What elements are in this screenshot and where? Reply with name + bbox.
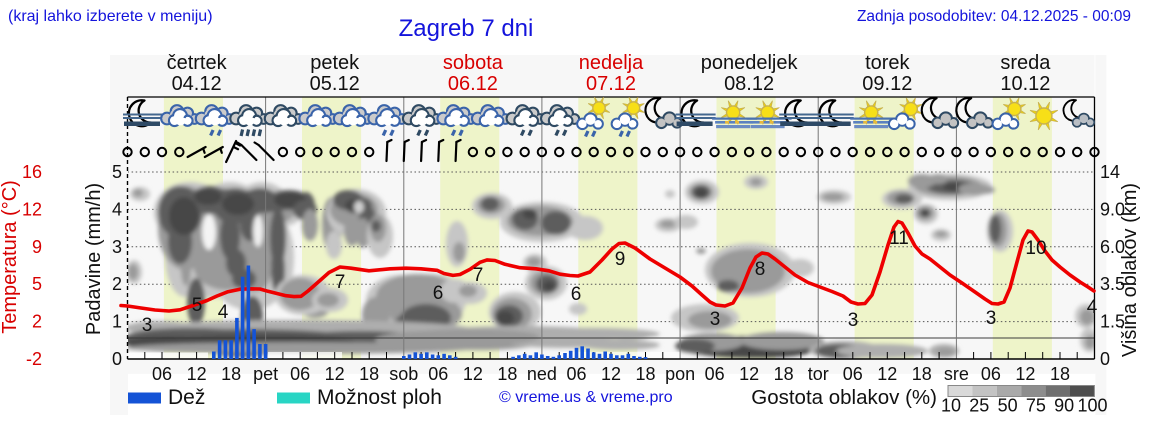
svg-text:2: 2 — [32, 312, 42, 332]
svg-text:06.12: 06.12 — [448, 73, 498, 95]
svg-text:50: 50 — [998, 396, 1018, 416]
svg-text:12: 12 — [22, 199, 42, 219]
svg-text:07.12: 07.12 — [586, 73, 636, 95]
svg-text:12: 12 — [739, 364, 759, 384]
svg-text:Gostota oblakov (%): Gostota oblakov (%) — [751, 386, 937, 409]
svg-text:2: 2 — [112, 274, 122, 294]
svg-text:06: 06 — [981, 364, 1001, 384]
svg-text:25: 25 — [969, 396, 989, 416]
svg-text:10.12: 10.12 — [1000, 73, 1050, 95]
svg-text:sob: sob — [389, 364, 418, 384]
svg-text:3: 3 — [142, 315, 153, 336]
svg-text:5: 5 — [112, 162, 122, 182]
svg-text:7: 7 — [335, 272, 346, 293]
svg-text:0: 0 — [1100, 349, 1110, 369]
svg-text:6.0: 6.0 — [1100, 237, 1125, 257]
svg-text:3.5: 3.5 — [1100, 274, 1125, 294]
svg-text:05.12: 05.12 — [310, 73, 360, 95]
svg-text:06: 06 — [843, 364, 863, 384]
svg-text:12: 12 — [877, 364, 897, 384]
svg-text:10: 10 — [1025, 238, 1046, 259]
svg-text:04.12: 04.12 — [172, 73, 222, 95]
svg-text:9: 9 — [615, 249, 626, 270]
svg-text:Zagreb 7 dni: Zagreb 7 dni — [399, 15, 534, 42]
svg-text:4: 4 — [1087, 297, 1098, 318]
svg-text:3: 3 — [986, 308, 997, 329]
svg-text:1.5: 1.5 — [1100, 312, 1125, 332]
svg-text:8: 8 — [755, 259, 766, 280]
svg-text:9.0: 9.0 — [1100, 199, 1125, 219]
svg-text:torek: torek — [865, 52, 910, 74]
svg-text:09.12: 09.12 — [862, 73, 912, 95]
svg-text:18: 18 — [774, 364, 794, 384]
svg-text:18: 18 — [1050, 364, 1070, 384]
svg-text:18: 18 — [359, 364, 379, 384]
svg-text:12: 12 — [1015, 364, 1035, 384]
svg-text:7: 7 — [473, 265, 484, 286]
svg-text:četrtek: četrtek — [167, 52, 228, 74]
svg-text:06: 06 — [705, 364, 725, 384]
svg-text:12: 12 — [325, 364, 345, 384]
svg-text:nedelja: nedelja — [579, 52, 644, 74]
svg-text:Padavine (mm/h): Padavine (mm/h) — [83, 183, 105, 335]
svg-text:18: 18 — [497, 364, 517, 384]
svg-text:sre: sre — [944, 364, 969, 384]
svg-text:3: 3 — [112, 237, 122, 257]
svg-text:06: 06 — [290, 364, 310, 384]
svg-text:100: 100 — [1077, 396, 1107, 416]
svg-text:pon: pon — [665, 364, 695, 384]
svg-text:sreda: sreda — [1000, 52, 1051, 74]
svg-text:tor: tor — [808, 364, 829, 384]
svg-text:14: 14 — [1100, 162, 1120, 182]
svg-text:sobota: sobota — [443, 52, 504, 74]
svg-text:9: 9 — [32, 237, 42, 257]
svg-text:12: 12 — [601, 364, 621, 384]
svg-text:0: 0 — [112, 349, 122, 369]
svg-text:© vreme.us & vreme.pro: © vreme.us & vreme.pro — [499, 389, 673, 406]
svg-text:3: 3 — [710, 309, 721, 330]
svg-text:5: 5 — [32, 274, 42, 294]
svg-text:3: 3 — [848, 310, 859, 331]
svg-text:pet: pet — [253, 364, 278, 384]
svg-text:11: 11 — [889, 228, 909, 249]
svg-text:(kraj lahko izberete v meniju): (kraj lahko izberete v meniju) — [8, 8, 213, 25]
svg-text:4: 4 — [112, 199, 122, 219]
svg-text:Zadnja posodobitev: 04.12.2025: Zadnja posodobitev: 04.12.2025 - 00:09 — [857, 8, 1131, 25]
svg-text:18: 18 — [221, 364, 241, 384]
svg-text:06: 06 — [566, 364, 586, 384]
svg-text:90: 90 — [1054, 396, 1074, 416]
svg-text:6: 6 — [571, 284, 582, 305]
svg-text:-2: -2 — [26, 349, 42, 369]
svg-text:18: 18 — [912, 364, 932, 384]
svg-text:12: 12 — [463, 364, 483, 384]
svg-text:06: 06 — [152, 364, 172, 384]
svg-text:16: 16 — [22, 162, 42, 182]
svg-text:Temperatura (°C): Temperatura (°C) — [0, 180, 21, 334]
svg-text:ponedeljek: ponedeljek — [701, 52, 799, 74]
svg-text:5: 5 — [192, 295, 203, 316]
svg-text:Višina oblakov (km): Višina oblakov (km) — [1119, 183, 1141, 357]
svg-text:18: 18 — [635, 364, 655, 384]
svg-text:75: 75 — [1026, 396, 1046, 416]
svg-text:petek: petek — [310, 52, 360, 74]
svg-text:08.12: 08.12 — [724, 73, 774, 95]
svg-text:06: 06 — [428, 364, 448, 384]
svg-text:Možnost ploh: Možnost ploh — [317, 386, 442, 409]
svg-text:4: 4 — [218, 302, 229, 323]
svg-text:12: 12 — [187, 364, 207, 384]
svg-text:ned: ned — [527, 364, 557, 384]
svg-text:6: 6 — [433, 283, 444, 304]
svg-text:10: 10 — [941, 396, 961, 416]
svg-text:Dež: Dež — [168, 386, 205, 409]
svg-text:1: 1 — [112, 312, 122, 332]
